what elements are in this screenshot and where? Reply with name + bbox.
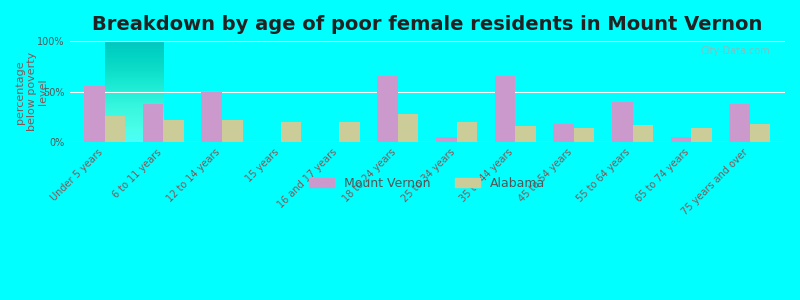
Bar: [750, 124, 770, 142]
Bar: [339, 122, 360, 142]
Bar: [378, 76, 398, 142]
Bar: [202, 92, 222, 142]
Bar: [84, 85, 105, 142]
Bar: [163, 120, 184, 142]
Bar: [574, 128, 594, 142]
Bar: [554, 124, 574, 142]
Bar: [143, 104, 163, 142]
Bar: [105, 116, 126, 142]
Bar: [515, 126, 536, 142]
Text: City-Data.com: City-Data.com: [701, 46, 770, 56]
Bar: [633, 125, 653, 142]
Bar: [281, 122, 301, 142]
Bar: [670, 137, 691, 142]
Title: Breakdown by age of poor female residents in Mount Vernon: Breakdown by age of poor female resident…: [92, 15, 762, 34]
Bar: [730, 104, 750, 142]
Bar: [691, 128, 712, 142]
Bar: [222, 120, 242, 142]
Legend: Mount Vernon, Alabama: Mount Vernon, Alabama: [304, 172, 550, 195]
Bar: [494, 76, 515, 142]
Y-axis label: percentage
below poverty
level: percentage below poverty level: [15, 52, 48, 131]
Bar: [398, 114, 418, 142]
Bar: [436, 137, 457, 142]
Bar: [457, 122, 477, 142]
Bar: [612, 102, 633, 142]
